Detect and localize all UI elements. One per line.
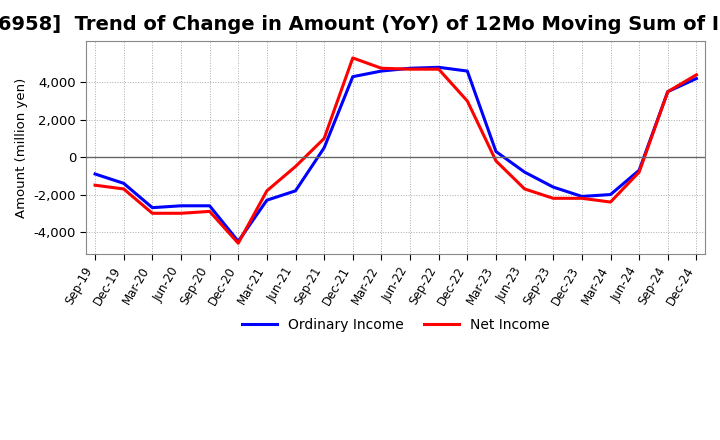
Net Income [577, 196, 586, 201]
Net Income [663, 89, 672, 94]
Net Income [406, 66, 415, 72]
Net Income [692, 72, 701, 77]
Ordinary Income [406, 66, 415, 71]
Net Income [635, 169, 644, 175]
Net Income [263, 188, 271, 194]
Net Income [120, 186, 128, 191]
Ordinary Income [291, 188, 300, 194]
Net Income [205, 209, 214, 214]
Net Income [234, 241, 243, 246]
Net Income [91, 183, 99, 188]
Net Income [521, 186, 529, 191]
Net Income [348, 55, 357, 61]
Ordinary Income [606, 192, 615, 197]
Ordinary Income [176, 203, 185, 209]
Line: Net Income: Net Income [95, 58, 696, 243]
Ordinary Income [148, 205, 157, 210]
Net Income [606, 199, 615, 205]
Ordinary Income [205, 203, 214, 209]
Net Income [148, 211, 157, 216]
Ordinary Income [377, 68, 386, 73]
Ordinary Income [320, 145, 328, 150]
Net Income [176, 211, 185, 216]
Ordinary Income [463, 68, 472, 73]
Net Income [377, 66, 386, 71]
Legend: Ordinary Income, Net Income: Ordinary Income, Net Income [236, 312, 555, 337]
Net Income [434, 66, 443, 72]
Ordinary Income [492, 149, 500, 154]
Ordinary Income [635, 168, 644, 173]
Ordinary Income [549, 184, 557, 190]
Ordinary Income [577, 194, 586, 199]
Ordinary Income [692, 76, 701, 81]
Net Income [320, 136, 328, 141]
Ordinary Income [348, 74, 357, 79]
Ordinary Income [120, 181, 128, 186]
Net Income [291, 164, 300, 169]
Net Income [492, 158, 500, 164]
Y-axis label: Amount (million yen): Amount (million yen) [15, 77, 28, 218]
Ordinary Income [663, 89, 672, 94]
Line: Ordinary Income: Ordinary Income [95, 67, 696, 242]
Net Income [463, 99, 472, 104]
Ordinary Income [434, 65, 443, 70]
Ordinary Income [263, 198, 271, 203]
Ordinary Income [521, 169, 529, 175]
Ordinary Income [234, 239, 243, 244]
Net Income [549, 196, 557, 201]
Title: [6958]  Trend of Change in Amount (YoY) of 12Mo Moving Sum of Incomes: [6958] Trend of Change in Amount (YoY) o… [0, 15, 720, 34]
Ordinary Income [91, 171, 99, 176]
